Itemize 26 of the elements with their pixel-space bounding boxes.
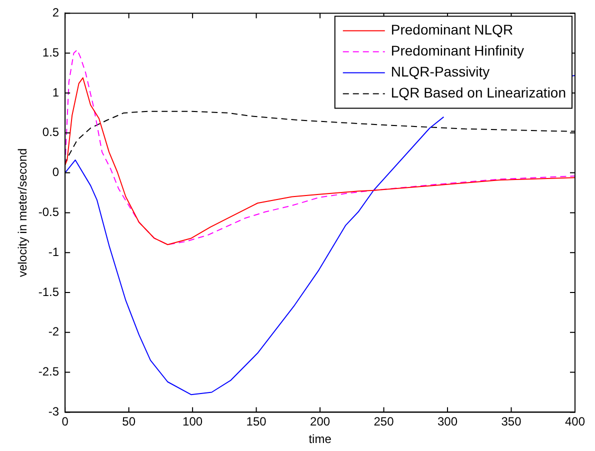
y-tick-label: 0 — [52, 165, 60, 180]
y-tick-label: -0.5 — [38, 205, 60, 220]
y-tick-label: -1 — [48, 244, 60, 259]
y-tick-label: 1.5 — [42, 45, 60, 60]
x-tick-label: 350 — [501, 414, 522, 429]
x-axis-title: time — [308, 432, 332, 446]
x-tick-label: 400 — [564, 414, 586, 429]
y-tick-label: -2.5 — [38, 364, 60, 379]
x-tick-label: 150 — [246, 414, 267, 429]
legend-label: LQR Based on Linearization — [390, 84, 566, 101]
y-tick-label: -1.5 — [38, 284, 60, 299]
x-tick-label: 100 — [182, 414, 203, 429]
legend-label: NLQR-Passivity — [390, 64, 490, 80]
x-tick-label: 200 — [310, 414, 330, 429]
legend-label: Predominant NLQR — [390, 22, 514, 38]
y-tick-label: -2 — [48, 324, 60, 339]
x-tick-label: 250 — [374, 414, 394, 429]
legend-label: Predominant Hinfinity — [390, 42, 524, 59]
y-tick-label: 0.5 — [42, 125, 60, 140]
x-tick-label: 0 — [62, 414, 69, 429]
y-tick-label: 1 — [52, 85, 60, 100]
y-axis-title: velocity in meter/second — [16, 148, 30, 278]
x-tick-label: 50 — [122, 414, 136, 429]
y-tick-label: 2 — [52, 6, 60, 20]
y-tick-label: -3 — [48, 404, 60, 419]
x-tick-label: 300 — [438, 414, 458, 429]
